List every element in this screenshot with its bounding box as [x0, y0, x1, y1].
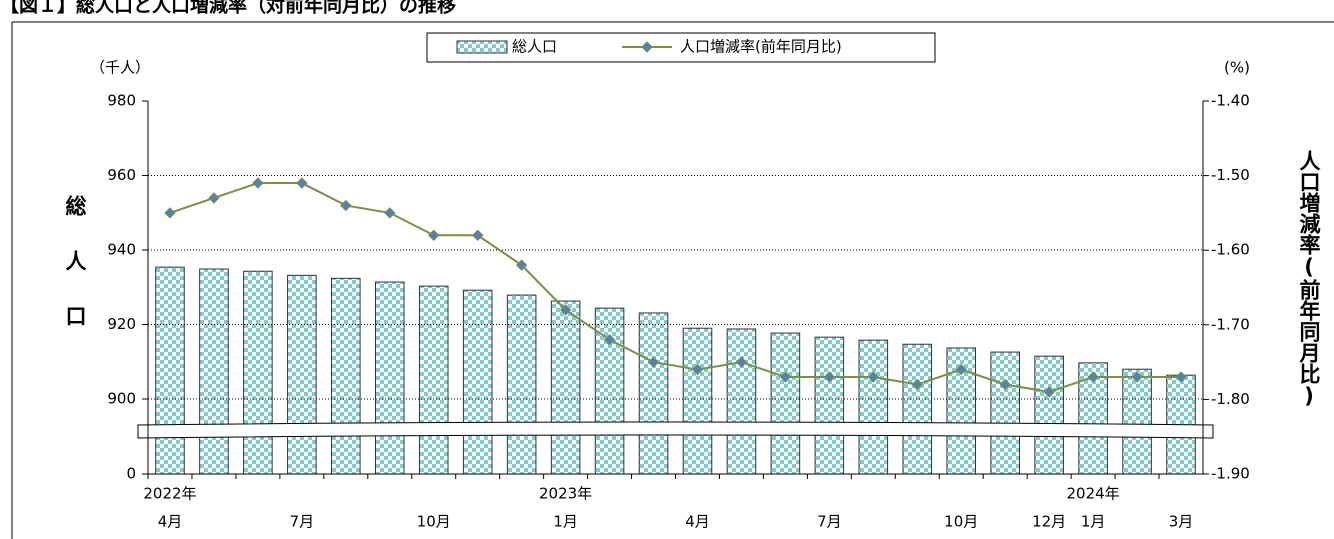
- x-tick-label: 1月: [553, 513, 578, 531]
- bar: [374, 281, 405, 475]
- bar: [1034, 355, 1064, 475]
- y-tick-label: 900: [107, 390, 136, 408]
- bar: [814, 336, 845, 475]
- bar: [858, 339, 889, 475]
- x-tick-label: 3月: [1169, 513, 1194, 531]
- bar: [331, 277, 361, 475]
- y2-tick-label: -1.50: [1211, 166, 1250, 184]
- line-marker: [296, 177, 308, 189]
- x-tick-label: 4月: [158, 513, 183, 531]
- legend-label: 総人口: [512, 38, 557, 56]
- y-tick-label: 940: [107, 241, 136, 259]
- bar: [243, 270, 273, 475]
- line-marker: [340, 199, 352, 212]
- bar: [506, 294, 537, 475]
- line-marker: [823, 371, 836, 383]
- legend: 総人口 人口増減率(前年同月比): [426, 32, 936, 63]
- bar: [155, 266, 185, 475]
- line: [169, 182, 1182, 393]
- line-marker: [515, 259, 528, 271]
- legend-swatch: [641, 41, 653, 53]
- x-year-label: 2024年: [1067, 485, 1120, 503]
- line-marker: [252, 177, 264, 189]
- line-marker: [1087, 371, 1099, 383]
- line-marker: [208, 192, 220, 204]
- y-tick-label: 960: [107, 166, 136, 184]
- line-marker: [603, 334, 616, 346]
- y-tick-label: 920: [107, 315, 136, 333]
- bar: [1122, 368, 1152, 475]
- x-tick-label: 7月: [817, 513, 842, 531]
- x-year-label: 2023年: [539, 485, 592, 503]
- line-marker: [1131, 371, 1143, 383]
- chart-title: 【図１】総人口と人口増減率（対前年同月比）の推移: [0, 0, 456, 17]
- x-tick-label: 7月: [290, 513, 315, 531]
- x-tick-label: 12月: [1032, 513, 1066, 531]
- line-marker: [384, 207, 396, 219]
- bar: [902, 343, 933, 475]
- bar: [550, 300, 581, 475]
- y2-tick-label: -1.40: [1211, 92, 1250, 110]
- x-tick-label: 4月: [685, 513, 710, 531]
- line-marker: [1043, 386, 1055, 398]
- bar: [418, 285, 449, 475]
- bar: [682, 327, 713, 475]
- line-marker: [779, 371, 792, 383]
- line-marker: [164, 207, 176, 219]
- line-marker: [691, 363, 704, 376]
- y2-tick-label: -1.60: [1211, 241, 1250, 259]
- y2-label: 人口増減率(前年同月比): [1297, 150, 1321, 408]
- line-marker: [647, 356, 660, 368]
- bar: [770, 332, 801, 475]
- axis-break: [137, 421, 1214, 439]
- line-marker: [428, 229, 440, 241]
- bar: [287, 274, 317, 475]
- y2-tick-label: -1.80: [1211, 390, 1250, 408]
- x-year-label: 2022年: [143, 485, 196, 503]
- x-tick-label: 1月: [1081, 513, 1106, 531]
- bar: [638, 312, 669, 475]
- line-marker: [559, 304, 572, 316]
- bar: [462, 289, 493, 475]
- x-tick-label: 10月: [944, 513, 978, 531]
- y2-tick-label: -1.90: [1211, 465, 1250, 483]
- line-marker: [999, 378, 1011, 391]
- line-marker: [955, 363, 967, 376]
- y2-tick-label: -1.70: [1211, 315, 1250, 333]
- bar: [199, 268, 229, 475]
- legend-box: [426, 32, 936, 63]
- line-marker: [911, 378, 923, 391]
- bar: [726, 328, 757, 475]
- legend-swatch: [456, 40, 508, 54]
- y2-unit: (%): [1224, 59, 1250, 77]
- y-tick-label: 0: [126, 465, 136, 483]
- line-marker: [867, 371, 880, 383]
- legend-label: 人口増減率(前年同月比): [680, 38, 842, 56]
- bar: [990, 351, 1020, 475]
- y-tick-label: 980: [107, 92, 136, 110]
- y-label: 総人口: [63, 195, 87, 360]
- line-marker: [1175, 371, 1187, 383]
- line-marker: [735, 356, 748, 368]
- line-marker: [471, 229, 484, 241]
- y-unit: （千人）: [90, 59, 150, 77]
- x-tick-label: 10月: [417, 513, 451, 531]
